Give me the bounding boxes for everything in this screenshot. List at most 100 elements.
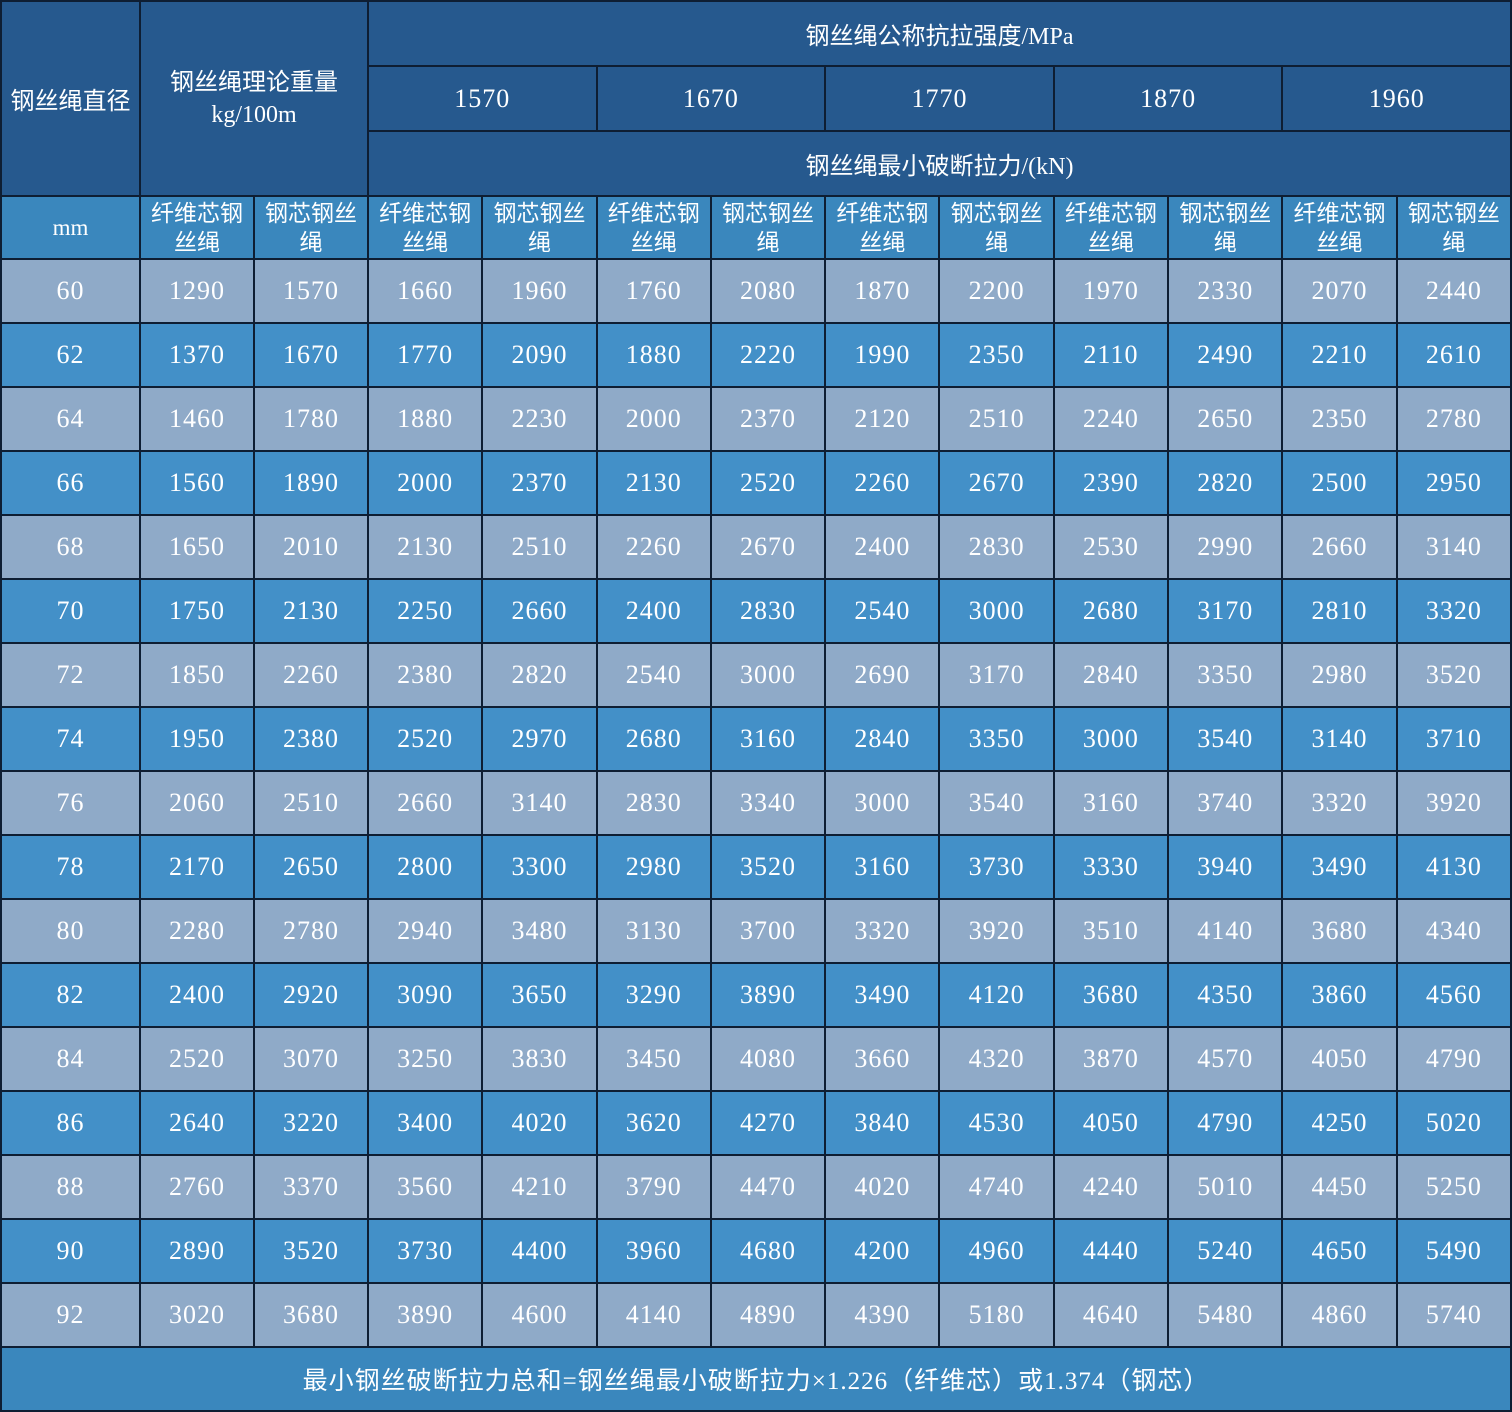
value-cell: 2250 — [366, 578, 484, 644]
value-cell: 3520 — [709, 834, 827, 900]
value-cell: 3620 — [595, 1090, 712, 1156]
value-cell: 1670 — [253, 322, 369, 388]
value-cell: 2380 — [253, 706, 369, 772]
value-cell: 3000 — [824, 770, 941, 836]
value-cell: 3790 — [595, 1154, 712, 1220]
value-cell: 3740 — [1167, 770, 1284, 836]
value-cell: 2400 — [824, 514, 941, 580]
table-row: 86 2640 3220 3400 4020 3620 4270 3840 4530 4050 47… — [0, 1090, 1512, 1156]
value-cell: 2060 — [139, 770, 255, 836]
table-row: 62 1370 1670 1770 2090 1880 2220 1990 2350 2110 24… — [0, 322, 1512, 388]
value-cell: 5240 — [1167, 1218, 1284, 1284]
value-cell: 3350 — [1167, 642, 1284, 708]
value-cell: 2350 — [1281, 386, 1398, 452]
value-cell: 2760 — [139, 1154, 255, 1220]
value-cell: 3160 — [709, 706, 827, 772]
diameter-cell: 80 — [0, 898, 141, 964]
value-cell: 2440 — [1395, 258, 1512, 324]
value-cell: 3340 — [709, 770, 827, 836]
table-row: 72 1850 2260 2380 2820 2540 3000 2690 3170 2840 33… — [0, 642, 1512, 708]
value-cell: 3170 — [1167, 578, 1284, 644]
value-cell: 4680 — [709, 1218, 827, 1284]
value-cell: 2820 — [481, 642, 598, 708]
value-cell: 2170 — [139, 834, 255, 900]
fiber-core-header: 纤维芯钢丝绳 — [366, 195, 484, 260]
diameter-cell: 64 — [0, 386, 141, 452]
value-cell: 1780 — [253, 386, 369, 452]
value-cell: 2520 — [709, 450, 827, 516]
value-cell: 2690 — [824, 642, 941, 708]
value-cell: 2520 — [139, 1026, 255, 1092]
value-cell: 2080 — [709, 258, 827, 324]
value-cell: 3870 — [1052, 1026, 1170, 1092]
table-header: 钢丝绳直径 钢丝绳理论重量 kg/100m 钢丝绳公称抗拉强度/MPa 1570… — [0, 0, 1512, 260]
value-cell: 2260 — [253, 642, 369, 708]
value-cell: 2840 — [1052, 642, 1170, 708]
strength-value: 1670 — [595, 65, 827, 132]
value-cell: 4890 — [709, 1282, 827, 1348]
value-cell: 2370 — [481, 450, 598, 516]
table-body: 60 1290 1570 1660 1960 1760 2080 1870 2200 1970 23… — [0, 258, 1512, 1348]
value-cell: 2680 — [1052, 578, 1170, 644]
value-cell: 1460 — [139, 386, 255, 452]
value-cell: 3250 — [366, 1026, 484, 1092]
value-cell: 2070 — [1281, 258, 1398, 324]
value-cell: 4960 — [938, 1218, 1055, 1284]
value-cell: 3170 — [938, 642, 1055, 708]
table-row: 74 1950 2380 2520 2970 2680 3160 2840 3350 3000 35… — [0, 706, 1512, 772]
value-cell: 4080 — [709, 1026, 827, 1092]
value-cell: 2010 — [253, 514, 369, 580]
tensile-strength-header: 钢丝绳公称抗拉强度/MPa — [367, 0, 1512, 67]
value-cell: 3730 — [938, 834, 1055, 900]
diameter-cell: 78 — [0, 834, 141, 900]
value-cell: 2120 — [824, 386, 941, 452]
diameter-unit: mm — [0, 195, 141, 260]
value-cell: 3890 — [366, 1282, 484, 1348]
value-cell: 3650 — [481, 962, 598, 1028]
steel-core-header: 钢芯钢丝绳 — [481, 195, 598, 260]
diameter-cell: 62 — [0, 322, 141, 388]
value-cell: 5010 — [1167, 1154, 1284, 1220]
value-cell: 4790 — [1167, 1090, 1284, 1156]
value-cell: 3920 — [938, 898, 1055, 964]
value-cell: 3000 — [1052, 706, 1170, 772]
value-cell: 1880 — [366, 386, 484, 452]
value-cell: 4240 — [1052, 1154, 1170, 1220]
value-cell: 3160 — [1052, 770, 1170, 836]
value-cell: 3160 — [824, 834, 941, 900]
value-cell: 3520 — [253, 1218, 369, 1284]
value-cell: 3130 — [595, 898, 712, 964]
value-cell: 3070 — [253, 1026, 369, 1092]
value-cell: 4400 — [481, 1218, 598, 1284]
value-cell: 1880 — [595, 322, 712, 388]
value-cell: 3540 — [1167, 706, 1284, 772]
value-cell: 2970 — [481, 706, 598, 772]
table-row: 92 3020 3680 3890 4600 4140 4890 4390 5180 4640 54… — [0, 1282, 1512, 1348]
value-cell: 4020 — [824, 1154, 941, 1220]
value-cell: 1760 — [595, 258, 712, 324]
strength-value: 1770 — [824, 65, 1055, 132]
value-cell: 3370 — [253, 1154, 369, 1220]
value-cell: 3540 — [938, 770, 1055, 836]
header-row-strength-values: 1570 1670 1770 1870 1960 — [1, 65, 1512, 132]
value-cell: 2510 — [481, 514, 598, 580]
value-cell: 5480 — [1167, 1282, 1284, 1348]
value-cell: 2670 — [938, 450, 1055, 516]
value-cell: 2980 — [595, 834, 712, 900]
value-cell: 2980 — [1281, 642, 1398, 708]
value-cell: 2950 — [1395, 450, 1512, 516]
table-row: 70 1750 2130 2250 2660 2400 2830 2540 3000 2680 31… — [0, 578, 1512, 644]
table-row: 76 2060 2510 2660 3140 2830 3340 3000 3540 3160 37… — [0, 770, 1512, 836]
value-cell: 2000 — [366, 450, 484, 516]
value-cell: 4470 — [709, 1154, 827, 1220]
fiber-core-header: 纤维芯钢丝绳 — [1052, 195, 1170, 260]
value-cell: 2200 — [938, 258, 1055, 324]
value-cell: 5250 — [1395, 1154, 1512, 1220]
value-cell: 2640 — [139, 1090, 255, 1156]
value-cell: 2510 — [938, 386, 1055, 452]
value-cell: 5180 — [938, 1282, 1055, 1348]
value-cell: 2820 — [1167, 450, 1284, 516]
value-cell: 4200 — [824, 1218, 941, 1284]
value-cell: 2090 — [481, 322, 598, 388]
strength-value: 1570 — [367, 65, 598, 132]
